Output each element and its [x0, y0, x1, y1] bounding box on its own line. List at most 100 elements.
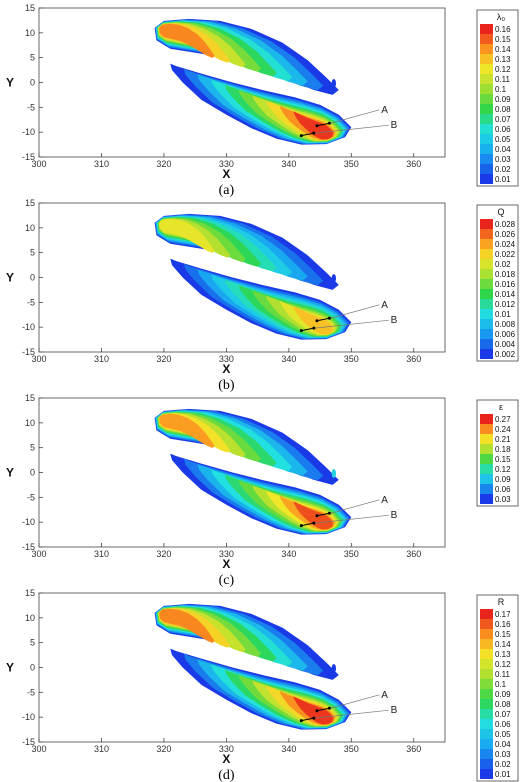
legend-swatch	[480, 629, 493, 639]
panel-caption: (a)	[219, 183, 235, 198]
legend-swatch	[480, 329, 493, 339]
legend-level-label: 0.03	[495, 155, 511, 164]
y-tick-label: -5	[27, 102, 35, 112]
x-tick-label: 340	[281, 354, 296, 364]
legend-swatch	[480, 289, 493, 299]
probe-point	[312, 131, 316, 135]
y-tick-label: 15	[25, 198, 35, 208]
legend-swatch	[480, 474, 493, 484]
y-tick-label: 0	[30, 78, 35, 88]
probe-point	[312, 716, 316, 720]
probe-segment	[316, 317, 330, 322]
legend-level-label: 0.02	[495, 760, 511, 769]
annotation-leader	[330, 499, 380, 514]
legend-swatch	[480, 484, 493, 494]
probe-point	[315, 124, 319, 128]
x-tick-label: 360	[406, 549, 421, 559]
legend-swatch	[480, 454, 493, 464]
y-tick-label: 15	[25, 393, 35, 403]
legend-level-label: 0.12	[495, 465, 511, 474]
contour-field	[154, 408, 352, 535]
x-tick-label: 350	[344, 159, 359, 169]
isolated-patch	[331, 663, 337, 673]
legend-level-label: 0.012	[495, 300, 516, 309]
legend-swatch	[480, 54, 493, 64]
y-tick-label: 15	[25, 3, 35, 13]
legend-level-label: 0.008	[495, 320, 516, 329]
legend-swatch	[480, 249, 493, 259]
legend-swatch	[480, 269, 493, 279]
x-tick-label: 320	[156, 159, 171, 169]
legend-swatch	[480, 699, 493, 709]
x-tick-label: 320	[156, 354, 171, 364]
probe-point	[312, 521, 316, 525]
legend-level-label: 0.01	[495, 175, 511, 184]
y-tick-label: 5	[30, 53, 35, 63]
panel-c: 300 310 320 330 340 350 360 -15 -10 -5 0 5 10 15 X Y (c)…	[6, 393, 519, 588]
y-tick-label: 5	[30, 443, 35, 453]
panel-caption: (c)	[219, 573, 235, 588]
y-tick-label: -5	[27, 492, 35, 502]
annotation-leader	[315, 514, 389, 524]
upper-lobe-level	[159, 608, 215, 643]
legend-level-label: 0.05	[495, 730, 511, 739]
legend-level-label: 0.014	[495, 290, 516, 299]
panel-a: 300 310 320 330 340 350 360 -15 -10 -5 0 5 10 15 X Y (a)…	[6, 3, 519, 198]
y-axis-label: Y	[6, 466, 14, 480]
probe-segment	[301, 132, 314, 137]
legend-level-label: 0.022	[495, 250, 516, 259]
probe-point	[312, 326, 316, 330]
legend-swatch	[480, 444, 493, 454]
probe-point	[315, 319, 319, 323]
y-tick-label: -10	[22, 517, 35, 527]
legend-level-label: 0.006	[495, 330, 516, 339]
panel-caption: (b)	[218, 378, 235, 393]
legend-level-label: 0.21	[495, 435, 511, 444]
x-tick-label: 350	[344, 744, 359, 754]
legend-swatch	[480, 689, 493, 699]
x-tick-label: 300	[31, 159, 46, 169]
legend-level-label: 0.14	[495, 45, 511, 54]
legend-swatch	[480, 649, 493, 659]
legend-level-label: 0.06	[495, 720, 511, 729]
legend-swatch	[480, 424, 493, 434]
legend-level-label: 0.01	[495, 770, 511, 779]
legend-level-label: 0.13	[495, 650, 511, 659]
legend-swatch	[480, 319, 493, 329]
upper-lobe-level	[159, 413, 215, 448]
x-tick-label: 340	[281, 159, 296, 169]
annotation-label: B	[391, 510, 398, 521]
legend-level-label: 0.15	[495, 455, 511, 464]
legend-level-label: 0.06	[495, 125, 511, 134]
legend-level-label: 0.04	[495, 740, 511, 749]
legend-swatch	[480, 279, 493, 289]
x-tick-label: 350	[344, 549, 359, 559]
isolated-patch	[331, 273, 337, 283]
panel-d: 300 310 320 330 340 350 360 -15 -10 -5 0 5 10 15 X Y (d)…	[6, 588, 519, 782]
legend-level-label: 0.03	[495, 750, 511, 759]
legend-level-label: 0.15	[495, 630, 511, 639]
y-tick-label: 0	[30, 273, 35, 283]
legend-swatch	[480, 679, 493, 689]
legend-level-label: 0.02	[495, 165, 511, 174]
legend-swatch	[480, 339, 493, 349]
legend-level-label: 0.14	[495, 640, 511, 649]
upper-lobe-level	[159, 218, 215, 253]
y-tick-label: 0	[30, 663, 35, 673]
legend-swatch	[480, 719, 493, 729]
legend-level-label: 0.16	[495, 620, 511, 629]
annotation-leader	[330, 694, 380, 709]
legend-swatch	[480, 134, 493, 144]
x-tick-label: 360	[406, 354, 421, 364]
annotation-leader	[330, 304, 380, 319]
legend-level-label: 0.02	[495, 260, 511, 269]
y-tick-label: 5	[30, 248, 35, 258]
x-tick-label: 340	[281, 549, 296, 559]
legend-level-label: 0.08	[495, 105, 511, 114]
legend-title: R	[498, 597, 505, 607]
probe-segment	[301, 717, 314, 722]
x-tick-label: 330	[219, 354, 234, 364]
legend-level-label: 0.06	[495, 485, 511, 494]
legend-title: λ₀	[497, 12, 506, 22]
